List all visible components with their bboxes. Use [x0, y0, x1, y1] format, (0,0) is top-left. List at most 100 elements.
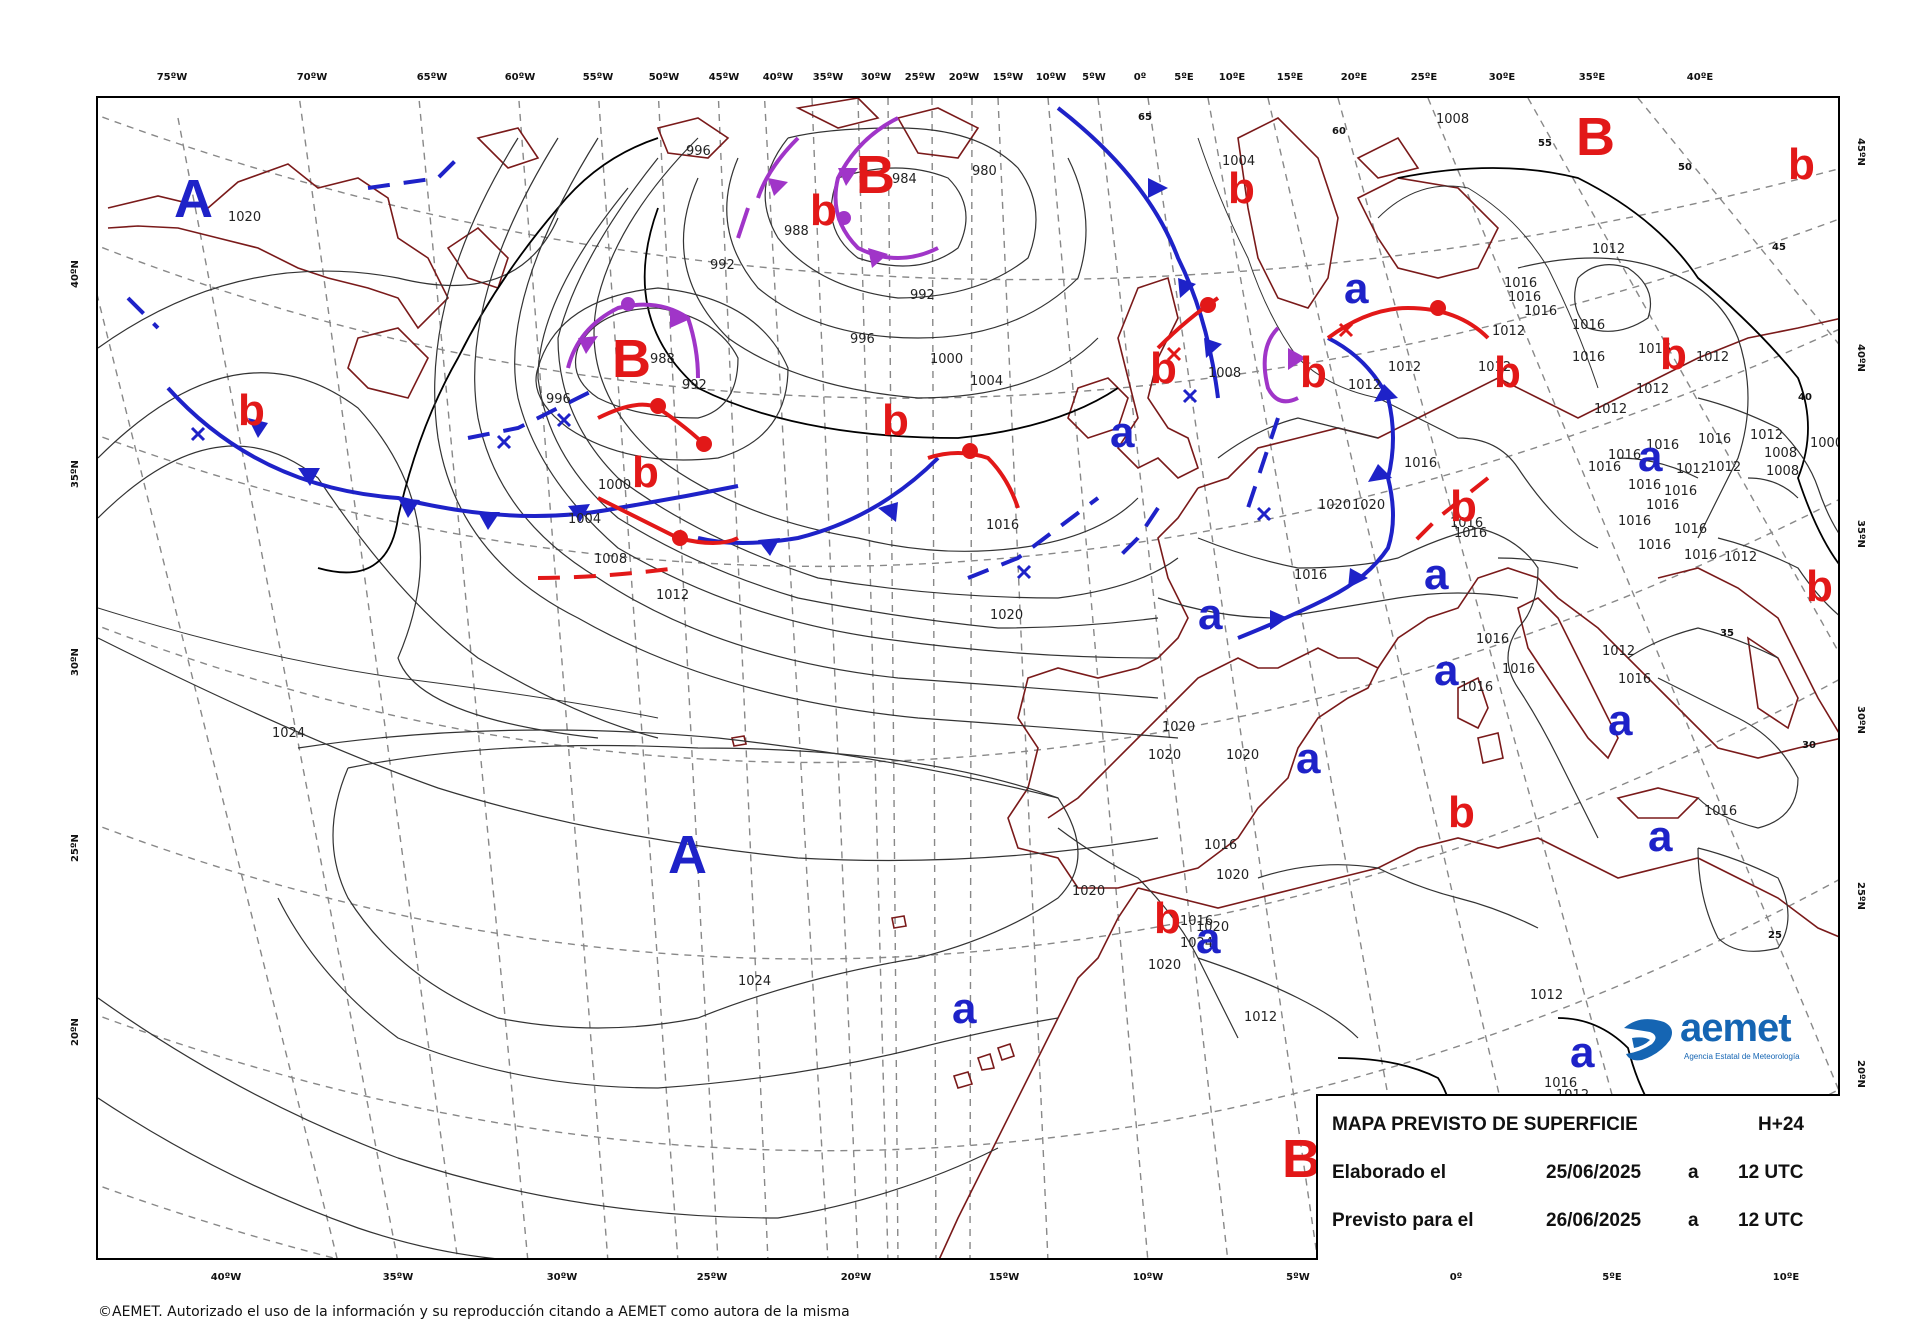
isobar-label: 1016	[1508, 290, 1542, 305]
valid-time: 12 UTC	[1738, 1210, 1804, 1231]
isobar-label: 1020	[1196, 920, 1230, 935]
warm-fronts	[597, 296, 1490, 545]
issued-at: a	[1688, 1162, 1699, 1183]
top-lon-label: 25ºE	[1410, 72, 1438, 83]
isobar-label: 1004	[568, 512, 602, 527]
top-lon-label: 70ºW	[296, 72, 328, 83]
isobar-label: 980	[972, 164, 997, 179]
isobar-label: 1016	[1618, 672, 1652, 687]
logo-wordmark: aemet	[1680, 1006, 1792, 1050]
bottom-lon-label: 20ºW	[840, 1272, 872, 1283]
isobar-label: 1024	[738, 974, 772, 989]
isobar-label: 1012	[1348, 378, 1382, 393]
isobar-label: 996	[850, 332, 875, 347]
weather-map: 1020 996 992 988 984 980 992 996 988 992…	[96, 96, 1840, 1260]
isobar-label: 1016	[1684, 548, 1718, 563]
copyright-notice: ©AEMET. Autorizado el uso de la informac…	[98, 1304, 850, 1320]
pressure-centers: A A B B B B	[98, 98, 1838, 1258]
isobar-label: 1008	[594, 552, 628, 567]
isobar-label: 1016	[1294, 568, 1328, 583]
relative-centers: b b b b b b b b b b b b b b a a a a a a …	[98, 98, 1838, 1258]
relative-low: b	[632, 448, 659, 497]
isobar-label: 1012	[1244, 1010, 1278, 1025]
relative-high: a	[1196, 914, 1221, 963]
isobar-label: 1012	[1724, 550, 1758, 565]
relative-low: b	[1448, 788, 1475, 837]
coastlines	[107, 98, 1838, 1258]
isobar-label: 996	[686, 144, 711, 159]
map-title: MAPA PREVISTO DE SUPERFICIE	[1332, 1114, 1638, 1135]
relative-low: b	[1154, 894, 1181, 943]
isobar-label: 1016	[1698, 432, 1732, 447]
isobar-label: 992	[682, 378, 707, 393]
lat-ring-label: 60	[1332, 126, 1346, 137]
top-lon-label: 5ºE	[1174, 72, 1194, 83]
top-lon-label: 65ºW	[416, 72, 448, 83]
top-lon-label: 75ºW	[156, 72, 188, 83]
isobar-label: 1016	[1204, 838, 1238, 853]
isobar-label: 1020	[1226, 748, 1260, 763]
right-lat-label: 45ºN	[1855, 138, 1866, 166]
relative-high: a	[1198, 590, 1223, 639]
lat-ring-labels: 65 60 55 50 45 40 35 30 25	[98, 98, 1838, 1258]
isobar-label: 1016	[1524, 304, 1558, 319]
isobar-label: 1008	[1766, 464, 1800, 479]
relative-high: a	[1648, 812, 1673, 861]
isobar-label: 1016	[1502, 662, 1536, 677]
isobar-label: 1016	[1180, 914, 1214, 929]
relative-low: b	[1300, 348, 1327, 397]
isobar-label: 988	[784, 224, 809, 239]
isobar-label: 1016	[1588, 460, 1622, 475]
meridian-grid	[98, 98, 1838, 1258]
relative-high: a	[1638, 432, 1663, 481]
isobar-label: 1012	[1478, 360, 1512, 375]
top-lon-label: 5ºW	[1082, 72, 1106, 83]
isobar-label: 1012	[1594, 402, 1628, 417]
isobar-label: 1016	[1704, 804, 1738, 819]
relative-high: a	[1344, 264, 1369, 313]
warm-front-dashes	[537, 476, 1490, 580]
isobar-label: 1012	[1530, 988, 1564, 1003]
high-center: A	[174, 169, 213, 229]
right-lat-label: 20ºN	[1855, 1060, 1866, 1088]
map-info-panel: MAPA PREVISTO DE SUPERFICIE H+24 Elabora…	[1316, 1094, 1840, 1260]
isobar-label: 1016	[1674, 522, 1708, 537]
top-lon-label: 45ºW	[708, 72, 740, 83]
isobar-label: 1008	[1436, 112, 1470, 127]
bottom-lon-label: 30ºW	[546, 1272, 578, 1283]
top-lon-label: 40ºW	[762, 72, 794, 83]
top-lon-label: 25ºW	[904, 72, 936, 83]
relative-high: a	[1424, 550, 1449, 599]
aemet-logo	[1624, 1019, 1672, 1061]
relative-high: a	[952, 984, 977, 1033]
right-lat-label: 25ºN	[1855, 882, 1866, 910]
left-lat-label: 20ºN	[70, 1018, 81, 1046]
isobar-label: 1016	[1664, 484, 1698, 499]
isobar-label: 1016	[1638, 342, 1672, 357]
isobar-label: 984	[892, 172, 917, 187]
isobar-label: 1012	[656, 588, 690, 603]
warm-front-semicircles	[650, 297, 1446, 546]
bottom-lon-label: 40ºW	[210, 1272, 242, 1283]
isobar-label: 996	[546, 392, 571, 407]
lat-ring-label: 25	[1768, 930, 1782, 941]
low-center: B	[856, 145, 895, 205]
isobar-label: 1020	[1352, 498, 1386, 513]
isobar-label: 992	[710, 258, 735, 273]
isobar-label: 1012	[1708, 460, 1742, 475]
relative-low: b	[1788, 140, 1815, 189]
isobar-label: 1016	[1544, 1076, 1578, 1091]
top-lon-label: 10ºE	[1218, 72, 1246, 83]
isobar-label: 1000	[930, 352, 964, 367]
right-lat-label: 30ºN	[1855, 706, 1866, 734]
top-lon-label: 15ºW	[992, 72, 1024, 83]
relative-low: b	[1450, 482, 1477, 531]
valid-label: Previsto para el	[1332, 1210, 1474, 1231]
isobar-label: 1016	[1572, 318, 1606, 333]
top-lon-label: 35ºW	[812, 72, 844, 83]
isobar-label: 1016	[1628, 478, 1662, 493]
developing-cold-fronts	[126, 156, 1280, 580]
isobar-label: 1016	[1454, 526, 1488, 541]
bottom-lon-label: 0º	[1449, 1272, 1463, 1283]
isobar-label: 1020	[1148, 958, 1182, 973]
